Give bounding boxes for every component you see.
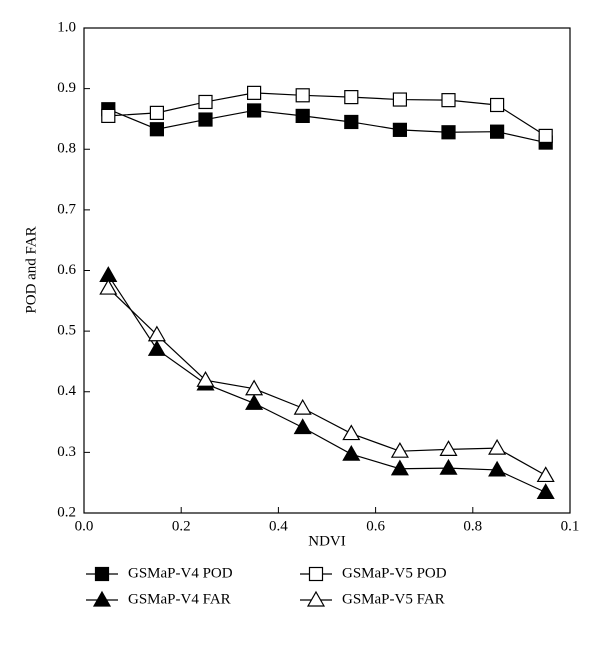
data-point [344, 90, 359, 105]
data-point [342, 424, 361, 441]
y-tick-label: 0.4 [57, 383, 76, 399]
data-point [147, 340, 166, 356]
legend-marker [308, 566, 324, 582]
data-point [490, 97, 505, 113]
data-point [439, 458, 458, 475]
y-tick-label: 0.2 [57, 504, 76, 520]
series-line [107, 287, 546, 476]
data-point [441, 125, 456, 140]
data-point [196, 371, 215, 387]
x-tick-label: 0.4 [269, 518, 288, 534]
y-tick-label: 0.9 [57, 80, 76, 96]
data-point [149, 122, 164, 137]
data-point [488, 438, 507, 455]
data-point [245, 379, 264, 396]
x-tick-label: 0.0 [75, 518, 94, 534]
data-point [295, 88, 310, 103]
data-point [198, 94, 213, 110]
data-point [198, 112, 213, 127]
y-tick-label: 0.6 [57, 262, 76, 278]
data-point [247, 103, 262, 118]
data-point [441, 93, 456, 108]
y-tick-label: 0.3 [57, 444, 76, 460]
data-point [490, 124, 505, 139]
y-axis-label: POD and FAR [23, 226, 39, 313]
x-tick-label: 0.8 [463, 518, 482, 534]
data-point [295, 108, 310, 124]
legend-marker [92, 590, 112, 607]
data-point [536, 466, 555, 483]
data-point [342, 444, 361, 461]
legend-marker [94, 566, 110, 582]
data-point [344, 114, 359, 130]
data-point [99, 278, 118, 295]
data-point [293, 418, 312, 435]
x-tick-label: 0.2 [172, 518, 191, 534]
x-axis-label: NDVI [308, 533, 346, 549]
data-point [390, 459, 409, 476]
data-point [147, 325, 166, 342]
data-point [392, 92, 407, 107]
data-point [392, 122, 407, 137]
series-line [108, 108, 546, 144]
legend-label: GSMaP-V5 FAR [342, 591, 445, 607]
legend-label: GSMaP-V4 FAR [128, 591, 231, 607]
data-point [101, 108, 116, 124]
y-tick-label: 0.5 [57, 323, 76, 339]
y-tick-label: 0.8 [57, 141, 76, 157]
data-point [245, 394, 264, 410]
y-tick-label: 0.7 [57, 201, 76, 217]
data-point [536, 483, 555, 499]
x-tick-label: 0.1 [561, 518, 580, 534]
data-point [439, 440, 458, 456]
series-line [108, 92, 547, 137]
data-point [390, 441, 409, 458]
data-point [247, 85, 262, 100]
data-point [293, 398, 312, 415]
y-tick-label: 1.0 [57, 19, 76, 35]
data-point [538, 128, 553, 144]
data-point [488, 460, 507, 477]
legend-marker [306, 590, 326, 607]
data-point [149, 105, 164, 120]
legend-label: GSMaP-V5 POD [342, 565, 447, 581]
series-line [107, 275, 546, 493]
x-tick-label: 0.6 [366, 518, 385, 534]
legend-label: GSMaP-V4 POD [128, 565, 233, 581]
